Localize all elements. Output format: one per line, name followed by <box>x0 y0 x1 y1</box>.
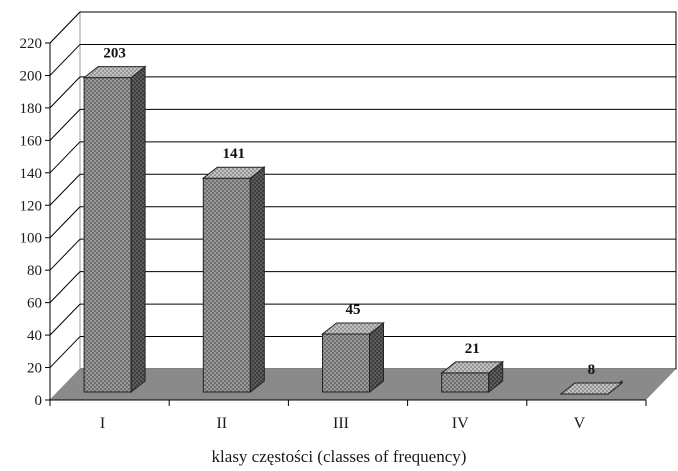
bar <box>201 166 266 394</box>
x-axis-title: klasy częstości (classes of frequency) <box>212 447 467 466</box>
y-tick-label: 120 <box>20 198 43 214</box>
y-tick-label: 140 <box>20 166 43 182</box>
gridline-depth <box>49 44 81 76</box>
bars <box>82 65 624 396</box>
y-tick-label: 0 <box>35 393 43 409</box>
bar-top <box>559 382 624 395</box>
y-tick-label: 80 <box>27 263 42 279</box>
bar-front <box>202 177 251 393</box>
bar-top <box>82 66 147 79</box>
y-tick-label: 200 <box>20 68 43 84</box>
bar <box>321 321 385 394</box>
back-wall <box>79 11 677 370</box>
bar-side <box>369 321 384 394</box>
data-label: 203 <box>103 46 126 62</box>
gridline-depth <box>49 336 81 368</box>
bar-side <box>249 166 265 394</box>
gridline-depth <box>49 271 81 303</box>
gridline-depth <box>49 206 81 239</box>
bar-top <box>321 322 385 335</box>
data-label: 8 <box>588 362 596 378</box>
bar-front <box>322 333 370 393</box>
x-tick-label: II <box>216 415 227 432</box>
bar <box>440 360 505 394</box>
y-tick-label: 180 <box>20 101 43 117</box>
data-label: 45 <box>346 302 361 318</box>
y-tick-label: 100 <box>20 231 43 247</box>
x-tick-label: V <box>574 415 586 432</box>
bar <box>559 379 624 396</box>
data-labels: 203 141 45 21 8 <box>103 46 595 378</box>
bar-front <box>441 372 490 393</box>
gridline-depth <box>49 11 81 44</box>
gridline-depth <box>49 238 81 271</box>
plot-area <box>49 10 677 402</box>
y-tick-label: 20 <box>27 361 42 377</box>
gridlines <box>49 11 676 368</box>
bar-top <box>201 166 266 179</box>
x-tick-label: III <box>333 415 349 432</box>
bar-side <box>130 65 146 394</box>
y-tick-label: 60 <box>27 296 42 312</box>
data-label: 21 <box>465 341 480 357</box>
gridline-depth <box>49 76 81 109</box>
bar <box>82 65 147 394</box>
bar-top <box>440 361 505 374</box>
x-tick-label: I <box>100 415 105 432</box>
gridline-depth <box>49 173 81 206</box>
data-label: 141 <box>223 146 246 162</box>
y-tick-label: 160 <box>20 133 43 149</box>
gridline-depth <box>49 141 81 174</box>
gridline-depth <box>49 303 81 336</box>
gridline-depth <box>49 109 81 141</box>
y-tick-label: 220 <box>20 36 43 52</box>
y-tick-label: 40 <box>27 328 42 344</box>
bar-front <box>83 77 132 393</box>
x-tick-label: IV <box>452 415 469 432</box>
